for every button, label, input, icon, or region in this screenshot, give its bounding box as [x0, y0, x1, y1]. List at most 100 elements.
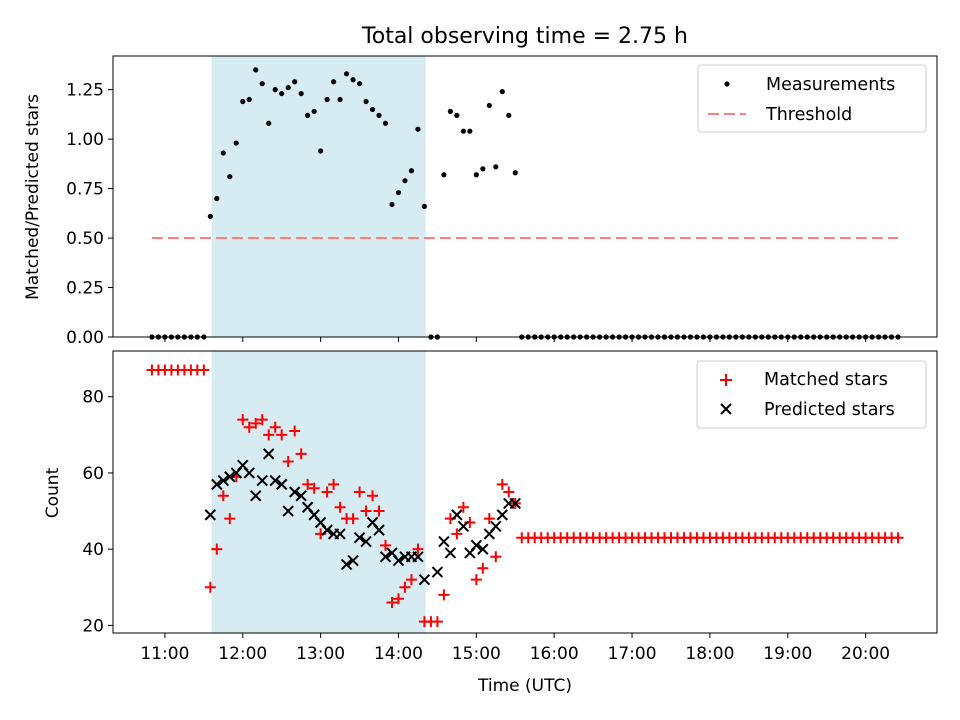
measurement-point [253, 67, 259, 73]
top-title: Total observing time = 2.75 h [361, 24, 688, 49]
bottom-y-tick-label: 80 [82, 388, 104, 408]
measurement-point [356, 81, 363, 87]
bottom-x-label: Time (UTC) [477, 676, 572, 696]
measurement-point [480, 166, 486, 172]
bottom-legend-box [696, 360, 927, 429]
legend-matched-marker [720, 374, 732, 386]
measurement-point [285, 85, 291, 91]
measurement-point [460, 128, 466, 134]
predicted-star-point [224, 471, 236, 483]
measurement-point [395, 189, 402, 196]
measurement-point [214, 195, 220, 202]
matched-star-point [256, 414, 268, 426]
top-y-label: Matched/Predicted stars [23, 94, 43, 300]
predicted-star-point [295, 490, 307, 502]
matched-star-point [321, 486, 333, 498]
matched-star-point [217, 490, 229, 502]
top-y-tick-label: 0.75 [66, 180, 104, 200]
legend-measurements-label: Measurements [766, 75, 895, 95]
measurement-point [473, 172, 479, 178]
top-axes-frame [112, 55, 938, 338]
top-shaded-span [211, 56, 426, 337]
bottom-legend: Matched stars Predicted stars [696, 360, 927, 429]
bottom-y-tick-label: 60 [82, 464, 104, 484]
matched-star-point [380, 539, 392, 551]
measurement-point [240, 98, 246, 105]
measurement-point [363, 98, 369, 105]
bottom-x-tick-label: 16:00 [530, 644, 579, 664]
measurement-point [272, 87, 278, 93]
measurement-point [499, 89, 505, 95]
measurement-point [246, 96, 252, 103]
matched-star-point [490, 551, 502, 563]
matched-star-point [289, 425, 301, 437]
predicted-star-point [373, 524, 385, 536]
measurement-point [259, 81, 265, 87]
matched-star-point [412, 543, 424, 555]
measurement-point [486, 102, 492, 109]
measurement-point [467, 128, 473, 134]
matched-star-point [237, 414, 249, 426]
matched-star-point [250, 417, 262, 429]
matched-star-point [295, 448, 307, 460]
bottom-axes-frame [112, 350, 938, 634]
predicted-star-point [509, 497, 521, 510]
predicted-star-point [334, 528, 346, 540]
measurement-point [330, 79, 337, 85]
measurement-point [343, 71, 350, 77]
bottom-y-tick-label: 40 [82, 540, 104, 560]
matched-star-point [470, 574, 482, 586]
matched-star-point [438, 589, 450, 601]
predicted-star-point [243, 467, 255, 479]
matched-star-point [328, 478, 340, 490]
matched-star-point [211, 543, 223, 555]
matched-stars-points [146, 364, 904, 628]
matched-star-point [243, 421, 255, 433]
measurement-point [324, 96, 330, 103]
predicted-star-point [412, 551, 424, 563]
matched-star-point [392, 593, 404, 605]
legend-measurements-marker [724, 81, 730, 87]
predicted-star-point [211, 478, 223, 491]
predicted-star-point [321, 524, 333, 536]
predicted-star-point [392, 554, 405, 567]
bottom-x-tick-label: 12:00 [218, 644, 267, 664]
predicted-star-point [340, 558, 353, 571]
measurement-point [389, 201, 395, 208]
predicted-star-point [477, 543, 489, 555]
matched-star-point [308, 482, 320, 494]
measurement-points [149, 67, 901, 340]
predicted-star-point [217, 474, 230, 487]
matched-star-point [373, 505, 385, 517]
top-y-ticks: 0.00 0.25 0.50 0.75 1.00 1.25 [66, 81, 113, 348]
predicted-star-point [444, 547, 457, 559]
matched-star-point [198, 364, 210, 376]
predicted-star-point [256, 474, 268, 487]
matched-star-point [347, 513, 359, 525]
matched-star-point [399, 581, 411, 593]
top-y-tick-label: 0.50 [66, 229, 104, 249]
measurement-point [493, 164, 499, 170]
top-y-tick-label: 0.25 [66, 279, 104, 299]
matched-star-point [276, 429, 288, 441]
legend-matched-label: Matched stars [764, 370, 888, 390]
predicted-stars-points [204, 448, 521, 586]
matched-star-point [405, 574, 417, 586]
bottom-x-tick-label: 18:00 [685, 644, 734, 664]
predicted-star-point [275, 478, 288, 491]
predicted-star-point [263, 448, 275, 460]
bottom-y-ticks: 20 40 60 80 [82, 388, 113, 636]
bottom-x-tick-label: 20:00 [841, 644, 890, 664]
predicted-star-point [353, 532, 366, 544]
measurement-point [350, 77, 356, 83]
matched-star-point [386, 597, 398, 609]
measurement-point [382, 120, 389, 126]
top-x-ticks [164, 337, 867, 342]
matched-star-point [892, 532, 904, 544]
matched-star-point [360, 505, 372, 517]
measurement-point [207, 213, 213, 219]
bottom-shaded-span [211, 351, 426, 633]
measurement-point [441, 172, 447, 178]
bottom-y-label: Count [43, 467, 63, 518]
